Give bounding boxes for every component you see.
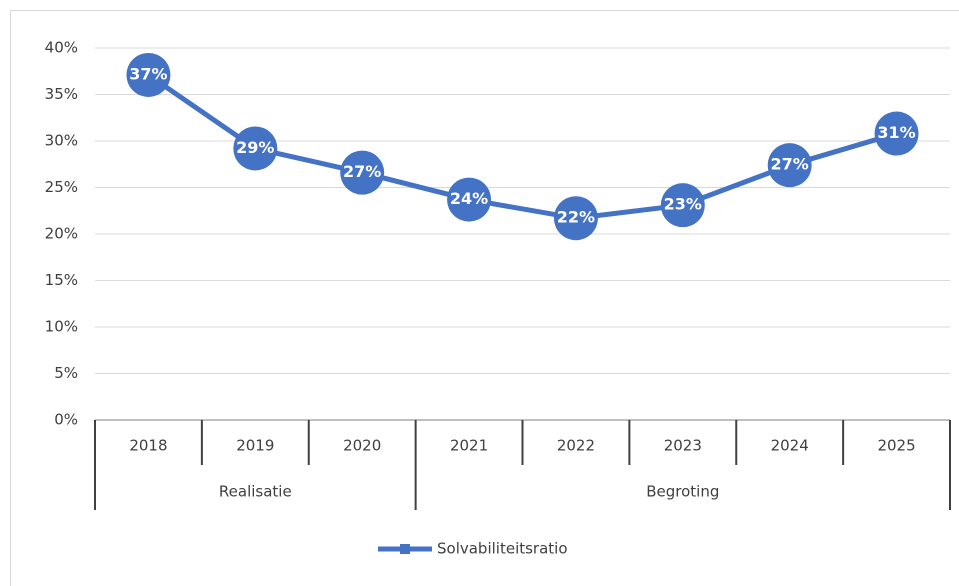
y-tick-label: 35% [45,85,78,103]
data-label: 22% [557,208,595,227]
data-label: 37% [129,64,167,83]
data-label: 31% [877,123,915,142]
y-tick-label: 5% [54,364,78,382]
y-tick-label: 25% [45,178,78,196]
y-tick-label: 20% [45,225,78,243]
point-marker [233,126,278,171]
x-tick-label: 2023 [664,437,702,455]
x-tick-label: 2025 [877,437,915,455]
y-tick-label: 0% [54,411,78,429]
x-tick-label: 2022 [557,437,595,455]
y-tick-label: 30% [45,132,78,150]
legend-marker [400,544,410,554]
x-tick-label: 2020 [343,437,381,455]
point-marker [340,150,385,195]
group-label: Begroting [646,483,719,501]
group-label: Realisatie [219,483,292,501]
y-tick-label: 40% [45,39,78,57]
point-marker [660,183,705,228]
data-label: 23% [664,195,702,214]
legend-label: Solvabiliteitsratio [437,540,568,558]
y-tick-label: 10% [45,318,78,336]
x-tick-label: 2019 [236,437,274,455]
data-label: 27% [343,162,381,181]
chart-frame [10,10,959,586]
data-label: 24% [450,189,488,208]
point-marker [874,111,919,156]
point-marker [447,177,492,222]
y-tick-label: 15% [45,271,78,289]
point-marker [767,143,812,188]
x-tick-label: 2024 [771,437,809,455]
x-tick-label: 2021 [450,437,488,455]
point-marker [553,196,598,241]
data-label: 27% [771,155,809,174]
point-marker [126,52,171,97]
data-label: 29% [236,138,274,157]
x-tick-label: 2018 [129,437,167,455]
